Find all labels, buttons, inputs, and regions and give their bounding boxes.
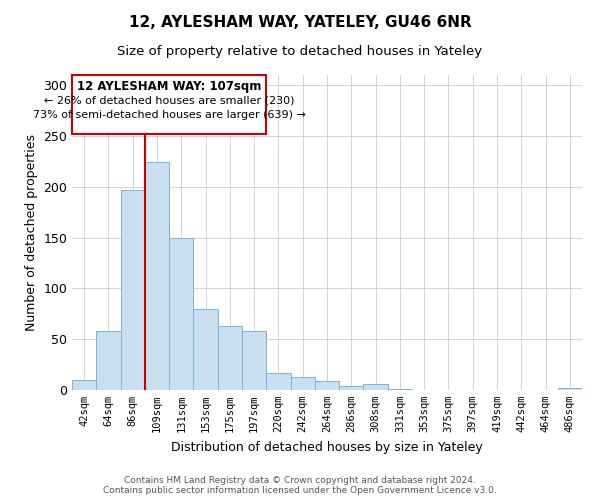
Bar [364,384,388,390]
Bar [96,331,121,390]
Bar [266,372,290,390]
Text: 73% of semi-detached houses are larger (639) →: 73% of semi-detached houses are larger (… [33,110,305,120]
Text: Contains HM Land Registry data © Crown copyright and database right 2024.: Contains HM Land Registry data © Crown c… [124,476,476,485]
Text: Size of property relative to detached houses in Yateley: Size of property relative to detached ho… [118,45,482,58]
FancyBboxPatch shape [72,75,266,134]
Bar [193,308,218,390]
Bar [169,238,193,390]
Bar [388,389,412,390]
X-axis label: Distribution of detached houses by size in Yateley: Distribution of detached houses by size … [171,440,483,454]
Text: Contains public sector information licensed under the Open Government Licence v3: Contains public sector information licen… [103,486,497,495]
Bar [242,331,266,390]
Bar [121,190,145,390]
Text: 12, AYLESHAM WAY, YATELEY, GU46 6NR: 12, AYLESHAM WAY, YATELEY, GU46 6NR [128,15,472,30]
Text: ← 26% of detached houses are smaller (230): ← 26% of detached houses are smaller (23… [44,95,295,105]
Y-axis label: Number of detached properties: Number of detached properties [25,134,38,331]
Bar [558,388,582,390]
Bar [218,326,242,390]
Bar [315,381,339,390]
Bar [145,162,169,390]
Bar [290,377,315,390]
Bar [339,386,364,390]
Bar [72,380,96,390]
Text: 12 AYLESHAM WAY: 107sqm: 12 AYLESHAM WAY: 107sqm [77,80,262,93]
